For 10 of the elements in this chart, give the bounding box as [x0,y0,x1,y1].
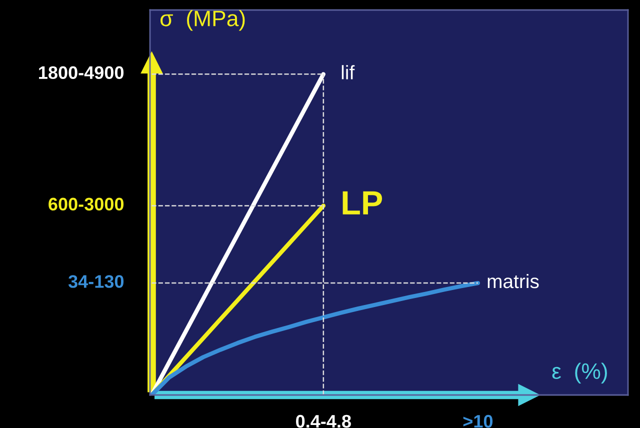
x-tick-label: >10 [463,414,493,428]
series-label: lif [342,65,355,80]
x-axis-title: ε (%) [552,362,607,384]
text: 1800-4900 [39,66,124,80]
y-axis-title: σ (MPa) [160,10,245,31]
series-label: matris [488,274,539,288]
x-tick-label: 0.4-4.8 [296,414,351,428]
text: 600-3000 [48,198,124,211]
series-label: LP [342,191,382,214]
text: 34-130 [68,275,124,288]
